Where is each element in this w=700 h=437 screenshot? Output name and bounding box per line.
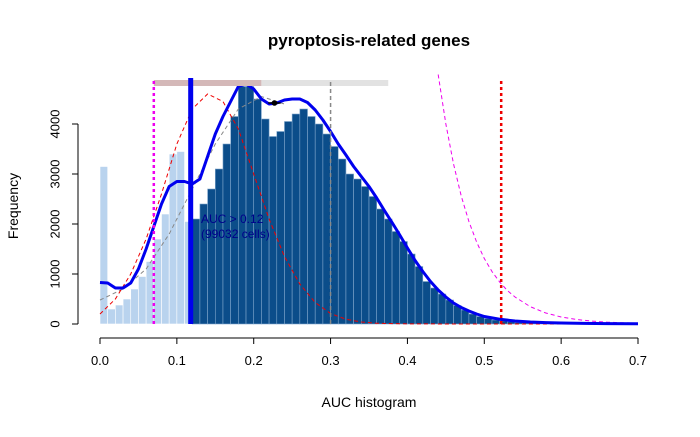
histogram-bar: [208, 189, 216, 324]
histogram-bar: [161, 214, 169, 324]
histogram-bar: [177, 152, 185, 325]
histogram-bar: [323, 134, 331, 324]
histogram-bar: [292, 114, 300, 324]
histogram-bar: [300, 109, 308, 324]
histogram-bar: [100, 167, 108, 325]
histogram-bar: [469, 314, 477, 324]
x-tick-label: 0.2: [245, 353, 263, 368]
histogram-bar: [277, 132, 285, 325]
histogram-bar: [284, 122, 292, 325]
chart-title: pyroptosis-related genes: [268, 31, 470, 50]
histogram-bar: [338, 159, 346, 324]
histogram-bar: [246, 87, 254, 325]
y-tick-label: 2000: [48, 210, 63, 239]
x-tick-label: 0.3: [322, 353, 340, 368]
histogram-bar: [315, 124, 323, 324]
range-bar-left: [154, 80, 262, 86]
annotation-line-2: (99032 cells): [201, 227, 270, 241]
x-tick-label: 0.4: [398, 353, 416, 368]
histogram-bar: [407, 254, 415, 324]
histogram-bar: [438, 294, 446, 324]
histogram-bar: [400, 242, 408, 325]
histogram-bar: [123, 299, 131, 324]
histogram-bar: [131, 289, 139, 324]
histogram-bar: [492, 320, 500, 324]
histogram-bar: [392, 232, 400, 325]
histogram-bar: [331, 147, 339, 325]
x-tick-label: 0.7: [629, 353, 647, 368]
histogram-bar: [192, 219, 200, 324]
histogram-bar: [108, 309, 116, 324]
histogram-bar: [423, 282, 431, 325]
histogram-bar: [361, 187, 369, 325]
range-bar-right: [261, 80, 388, 86]
x-tick-label: 0.0: [91, 353, 109, 368]
histogram-bar: [415, 267, 423, 325]
y-tick-label: 4000: [48, 110, 63, 139]
histogram-bar: [346, 174, 354, 324]
histogram-bar: [377, 209, 385, 324]
x-tick-label: 0.1: [168, 353, 186, 368]
histogram-bar: [484, 319, 492, 325]
histogram-bar: [115, 305, 123, 324]
x-tick-label: 0.6: [552, 353, 570, 368]
histogram-bar: [169, 154, 177, 324]
y-tick-label: 3000: [48, 160, 63, 189]
mark-point: [272, 100, 278, 106]
histogram-bar: [430, 288, 438, 324]
y-tick-label: 0: [48, 320, 63, 327]
annotation-line-1: AUC > 0.12: [201, 212, 264, 226]
histogram-bar: [384, 219, 392, 324]
x-tick-label: 0.5: [475, 353, 493, 368]
y-axis-label: Frequency: [5, 173, 21, 239]
y-tick-label: 1000: [48, 260, 63, 289]
histogram-bar: [308, 117, 316, 325]
histogram-bar: [138, 277, 146, 325]
histogram-bar: [215, 169, 223, 324]
histogram-bar: [369, 197, 377, 325]
histogram-bar: [354, 179, 362, 324]
x-axis-label: AUC histogram: [322, 394, 417, 410]
histogram-bar: [238, 87, 246, 325]
histogram-bar: [269, 137, 277, 325]
